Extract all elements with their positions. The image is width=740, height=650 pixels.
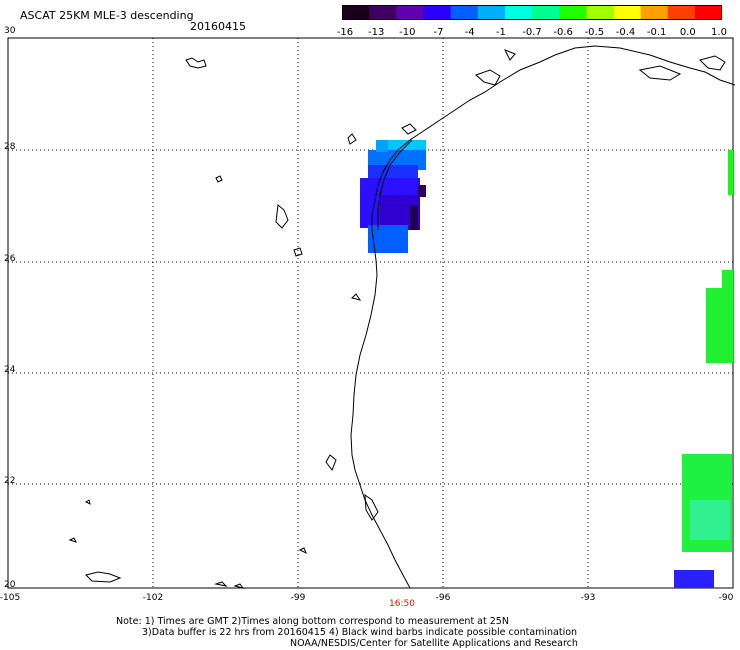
colorbar [342,5,723,20]
barrier-island [377,139,413,230]
colorbar-tick-label: -4 [464,27,475,38]
colorbar-tick-label: 1.0 [711,27,727,38]
wind-swath-east [674,150,733,588]
colorbar-swatch [694,5,723,20]
colorbar-swatch [532,5,560,20]
colorbar-swatch [369,5,397,20]
colorbar-swatch [504,5,533,20]
lon-label-93: -93 [580,593,596,603]
lat-label-26: 26 [4,254,16,264]
lat-label-20: 20 [4,580,16,590]
lon-label-96: -96 [435,593,451,603]
note-line-3: NOAA/NESDIS/Center for Satellite Applica… [290,638,578,649]
lon-label-102: -102 [142,593,164,603]
lat-label-24: 24 [4,365,16,375]
lat-label-30: 30 [4,26,16,36]
graticule [8,38,733,588]
colorbar-swatch [423,5,452,20]
map-title: ASCAT 25KM MLE-3 descending [20,9,194,22]
colorbar-swatch [640,5,669,20]
note-line-1: Note: 1) Times are GMT 2)Times along bot… [116,616,509,627]
colorbar-tick-label: 0.0 [679,27,696,38]
colorbar-swatch [450,5,479,20]
colorbar-tick-label: -0.5 [584,27,605,38]
colorbar-swatch [477,5,506,20]
colorbar-tick-label: -0.6 [553,27,573,38]
coastline [350,45,736,589]
lon-label-105: -105 [0,593,21,603]
land-features [68,49,726,589]
note-line-2: 3)Data buffer is 22 hrs from 20160415 4)… [142,627,578,638]
colorbar-swatch [396,5,424,20]
colorbar-tick-label: -7 [433,27,444,38]
colorbar-swatch [342,5,370,20]
map-date: 20160415 [190,20,246,33]
time-marker: 16:50 [389,599,415,609]
colorbar-tick-label: -0.7 [522,27,542,38]
lon-label-90: -90 [718,593,734,603]
colorbar-tick-label: -0.1 [646,27,667,38]
lon-label-99: -99 [290,593,306,603]
lat-label-28: 28 [4,142,16,152]
colorbar-border [342,5,722,20]
colorbar-swatch [559,5,587,20]
map-frame [7,37,734,589]
colorbar-tick-label: -16 [336,27,354,38]
colorbar-swatch [667,5,696,20]
colorbar-swatch [613,5,642,20]
colorbar-gradient [342,5,723,20]
lat-label-22: 22 [4,476,16,486]
colorbar-swatch [586,5,614,20]
colorbar-tick-label: -1 [495,27,506,38]
colorbar-tick-label: -10 [399,27,416,38]
colorbar-tick-label: -0.4 [615,27,636,38]
colorbar-tick-label: -13 [367,27,385,38]
